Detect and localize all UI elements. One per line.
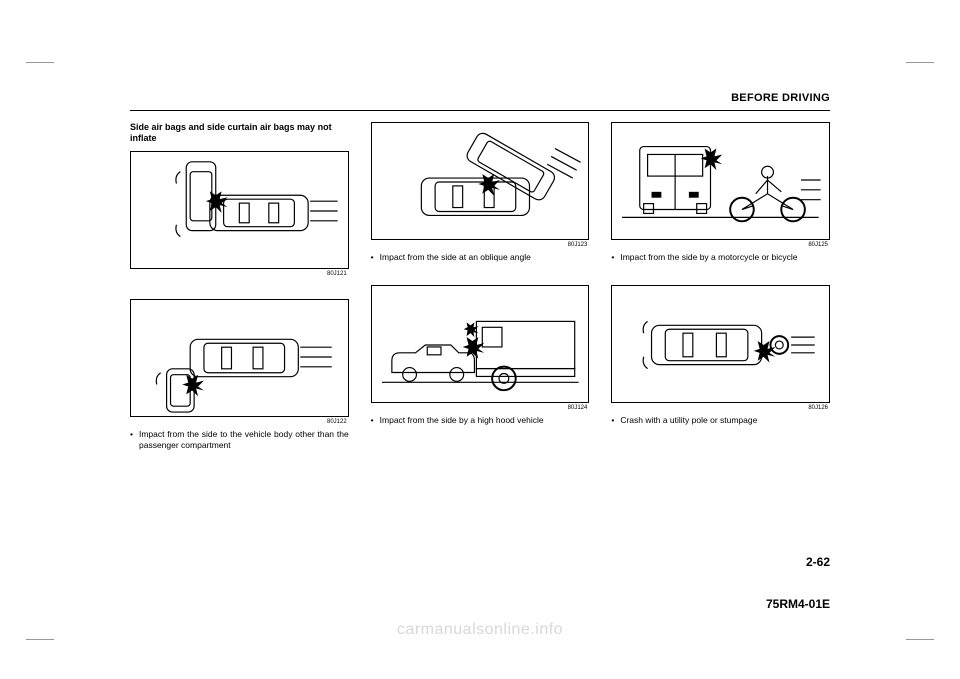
column-1: Side air bags and side curtain air bags … [130,122,349,451]
figure-80J126 [611,285,830,403]
figure-caption: • Crash with a utility pole or stumpage [611,415,830,426]
figure-code: 80J122 [130,419,347,425]
figure-80J124 [371,285,590,403]
document-code: 75RM4-01E [766,597,830,611]
page-number: 2-62 [806,555,830,569]
sub-heading: Side air bags and side curtain air bags … [130,122,349,145]
figure-code: 80J125 [611,242,828,248]
watermark: carmanualsonline.info [0,621,960,639]
figure-caption: • Impact from the side by a high hood ve… [371,415,590,426]
figure-caption: • Impact from the side to the vehicle bo… [130,429,349,451]
figure-80J122 [130,299,349,417]
figure-caption: • Impact from the side by a motorcycle o… [611,252,830,263]
caption-text: Impact from the side at an oblique angle [380,252,531,263]
caption-text: Impact from the side by a motorcycle or … [620,252,797,263]
column-3: 80J125 • Impact from the side by a motor… [611,122,830,451]
column-2: 80J123 • Impact from the side at an obli… [371,122,590,451]
caption-text: Impact from the side to the vehicle body… [139,429,349,451]
section-header: BEFORE DRIVING [731,92,830,104]
figure-80J123 [371,122,590,240]
figure-caption: • Impact from the side at an oblique ang… [371,252,590,263]
figure-80J125 [611,122,830,240]
figure-code: 80J126 [611,405,828,411]
content-columns: Side air bags and side curtain air bags … [130,122,830,451]
caption-text: Crash with a utility pole or stumpage [620,415,757,426]
figure-code: 80J124 [371,405,588,411]
header-rule [130,110,830,111]
figure-code: 80J123 [371,242,588,248]
caption-text: Impact from the side by a high hood vehi… [380,415,544,426]
figure-80J121 [130,151,349,269]
manual-page: BEFORE DRIVING Side air bags and side cu… [0,0,960,679]
